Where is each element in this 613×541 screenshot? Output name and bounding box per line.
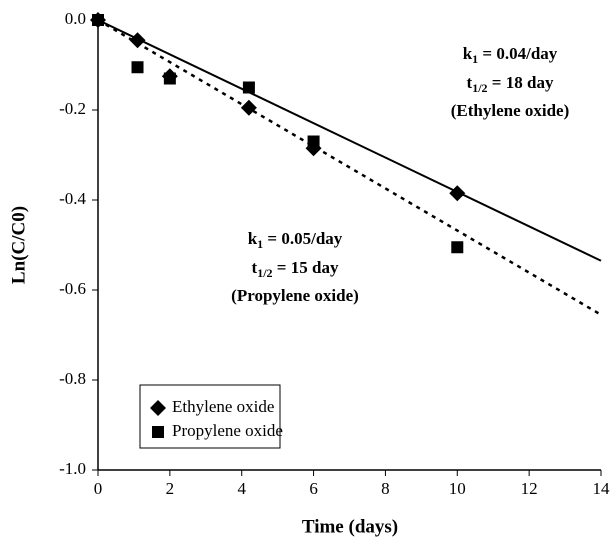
x-tick-label: 0 xyxy=(94,479,103,498)
annotation: t1/2 = 18 day xyxy=(467,73,554,95)
trend-line xyxy=(97,19,602,262)
marker-diamond xyxy=(449,185,466,202)
x-tick-label: 4 xyxy=(237,479,246,498)
y-tick-label: -0.4 xyxy=(59,189,86,208)
marker-square xyxy=(131,61,144,74)
annotation-text: k xyxy=(463,44,473,63)
x-tick-label: 6 xyxy=(309,479,318,498)
legend-marker xyxy=(150,400,166,416)
marker-diamond xyxy=(240,99,257,116)
annotation-subscript: 1 xyxy=(472,52,478,66)
annotation-text: (Ethylene oxide) xyxy=(451,101,570,120)
annotation: (Ethylene oxide) xyxy=(451,101,570,120)
legend-marker xyxy=(152,426,164,438)
x-tick-label: 8 xyxy=(381,479,390,498)
x-tick-label: 10 xyxy=(449,479,466,498)
y-axis-title: Ln(C/C0) xyxy=(8,206,29,284)
y-tick-label: -0.6 xyxy=(59,279,86,298)
annotation-text: = 15 day xyxy=(273,258,339,277)
x-tick-label: 12 xyxy=(521,479,538,498)
annotation-text: (Propylene oxide) xyxy=(231,286,359,305)
marker-diamond xyxy=(129,32,146,49)
annotation-text: = 0.05/day xyxy=(263,229,343,248)
marker-square xyxy=(92,14,104,26)
legend-label: Propylene oxide xyxy=(172,421,283,440)
annotation-subscript: 1/2 xyxy=(472,81,487,95)
marker-square xyxy=(307,135,320,148)
y-tick-label: -1.0 xyxy=(59,459,86,478)
y-tick-label: -0.2 xyxy=(59,99,86,118)
marker-square xyxy=(451,241,464,254)
annotation: t1/2 = 15 day xyxy=(252,258,339,280)
trend-line xyxy=(97,18,602,316)
legend-label: Ethylene oxide xyxy=(172,397,274,416)
annotation: k1 = 0.04/day xyxy=(463,44,558,66)
annotation-subscript: 1/2 xyxy=(257,266,272,280)
y-tick-label: 0.0 xyxy=(65,9,86,28)
marker-square xyxy=(242,81,255,94)
annotation-subscript: 1 xyxy=(257,237,263,251)
x-tick-label: 2 xyxy=(166,479,175,498)
annotation-text: t xyxy=(467,73,473,92)
annotation: (Propylene oxide) xyxy=(231,286,359,305)
annotation-text: t xyxy=(252,258,258,277)
x-tick-label: 14 xyxy=(593,479,611,498)
marker-square xyxy=(163,72,176,85)
annotation-text: = 18 day xyxy=(488,73,554,92)
annotation-text: k xyxy=(248,229,258,248)
annotation: k1 = 0.05/day xyxy=(248,229,343,251)
annotation-text: = 0.04/day xyxy=(478,44,558,63)
x-axis-title: Time (days) xyxy=(302,516,398,537)
y-tick-label: -0.8 xyxy=(59,369,86,388)
